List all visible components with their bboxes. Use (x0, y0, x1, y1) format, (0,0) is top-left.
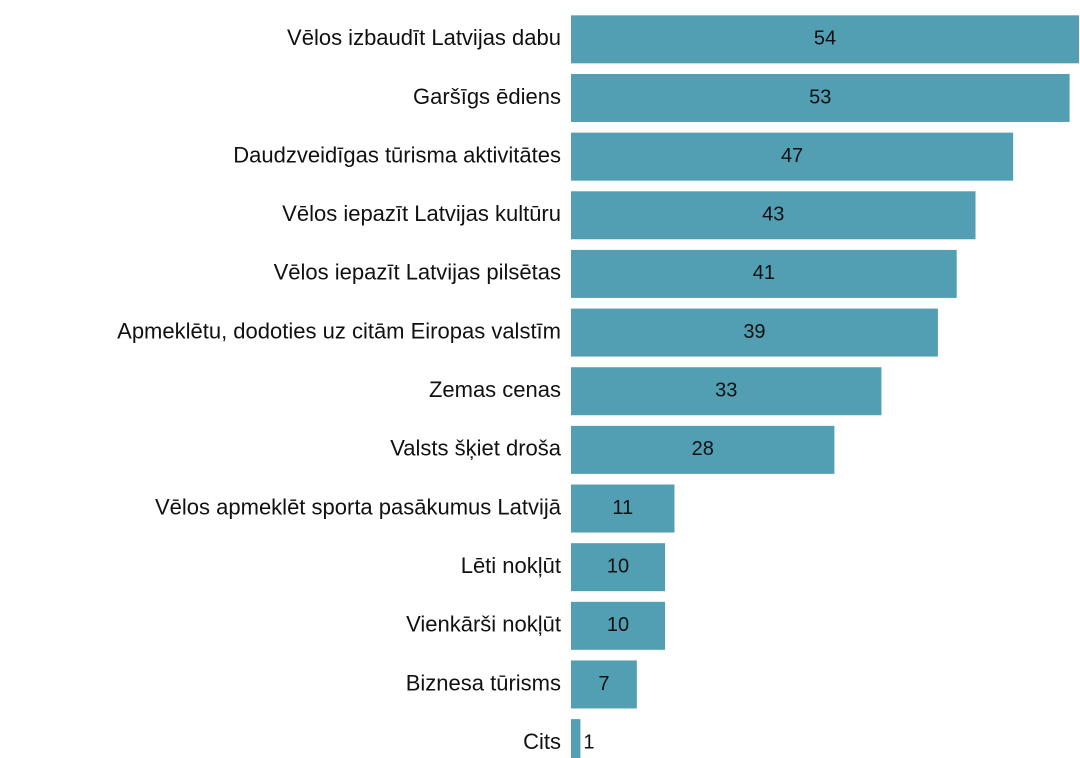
value-label: 39 (743, 321, 765, 343)
value-label: 11 (612, 497, 633, 519)
bar (571, 15, 1079, 64)
category-label: Daudzveidīgas tūrisma aktivitātes (233, 142, 561, 167)
category-label: Vienkārši nokļūt (406, 612, 561, 637)
category-label: Biznesa tūrisms (406, 670, 561, 695)
value-label: 47 (781, 145, 803, 167)
category-label: Apmeklētu, dodoties uz citām Eiropas val… (117, 318, 561, 343)
value-label: 10 (607, 614, 629, 636)
category-label: Cits (523, 729, 561, 754)
value-label: 43 (762, 204, 784, 226)
bar (571, 425, 835, 474)
category-label: Vēlos apmeklēt sporta pasākumus Latvijā (155, 494, 562, 519)
bar (571, 73, 1070, 122)
value-label: 41 (753, 262, 775, 284)
bar (571, 367, 882, 416)
bar (571, 308, 938, 357)
value-label: 33 (715, 380, 737, 402)
category-label: Vēlos iepazīt Latvijas pilsētas (274, 260, 561, 285)
category-label: Valsts šķiet droša (390, 436, 562, 461)
value-label: 54 (814, 28, 836, 50)
category-label: Garšīgs ēdiens (413, 84, 561, 109)
bar (571, 249, 957, 298)
value-label: 7 (598, 673, 609, 695)
category-label: Vēlos iepazīt Latvijas kultūru (282, 201, 561, 226)
bar (571, 484, 675, 533)
category-label: Lēti nokļūt (461, 553, 561, 578)
bar (571, 660, 637, 709)
value-label: 28 (692, 438, 714, 460)
bar (571, 132, 1014, 181)
bar (571, 191, 976, 240)
value-label: 1 (583, 731, 594, 753)
category-label: Zemas cenas (429, 377, 561, 402)
value-label: 53 (809, 86, 831, 108)
value-label: 10 (607, 555, 629, 577)
bar (571, 719, 581, 758)
bar (571, 543, 666, 592)
category-label: Vēlos izbaudīt Latvijas dabu (287, 25, 561, 50)
bar (571, 601, 666, 650)
